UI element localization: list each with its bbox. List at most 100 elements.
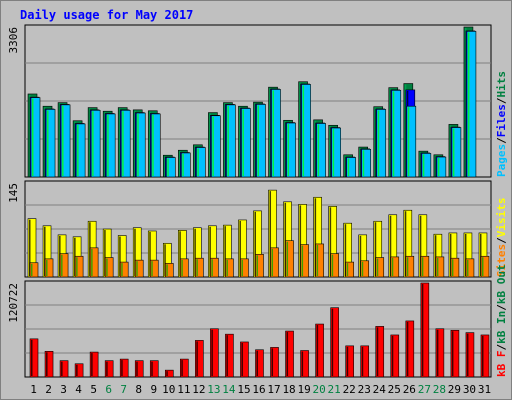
bar-highlight — [376, 327, 379, 376]
x-tick-label-9: 9 — [150, 383, 157, 396]
bar-kb-f-18 — [285, 330, 294, 378]
x-tick-label-12: 12 — [192, 383, 205, 396]
bar-highlight — [256, 350, 258, 376]
bar-kb-f-4 — [74, 363, 84, 378]
bar-highlight — [136, 361, 138, 376]
legend-entry-kb-in: kB In — [495, 311, 508, 344]
legend-entry-visits: Visits — [495, 198, 508, 238]
bar-highlight — [77, 124, 79, 176]
bar-pages-28 — [436, 156, 447, 178]
bar-kb-f-6 — [104, 360, 114, 378]
bar-highlight — [31, 339, 33, 376]
bar-highlight — [239, 220, 241, 276]
bar-highlight — [62, 105, 64, 176]
bar-sites-29 — [450, 257, 460, 278]
bar-highlight — [464, 233, 467, 276]
bar-highlight — [182, 153, 184, 176]
bar-highlight — [181, 259, 183, 276]
x-tick-label-15: 15 — [237, 383, 250, 396]
bar-pages-22 — [346, 157, 356, 178]
bar-sites-22 — [345, 261, 354, 278]
bar-highlight — [107, 114, 109, 176]
bar-highlight — [152, 114, 154, 176]
bar-highlight — [91, 353, 93, 376]
bar-sites-6 — [104, 257, 114, 278]
bar-highlight — [29, 219, 31, 276]
bar-highlight — [92, 111, 94, 176]
x-tick-label-21: 21 — [328, 383, 341, 396]
bar-highlight — [392, 91, 395, 176]
bar-highlight — [271, 348, 274, 376]
bar-highlight — [257, 105, 259, 176]
bar-sites-26 — [405, 255, 415, 278]
bar-highlight — [359, 235, 362, 276]
bar-highlight — [226, 335, 228, 376]
bar-pages-23 — [361, 149, 372, 178]
x-tick-label-23: 23 — [358, 383, 371, 396]
bar-highlight — [76, 257, 78, 276]
bar-highlight — [121, 360, 123, 376]
bar-highlight — [346, 263, 349, 276]
bar-highlight — [362, 150, 365, 176]
bar-sites-27 — [420, 255, 430, 278]
bar-sites-4 — [74, 255, 84, 278]
legend-entry-pages: Pages — [495, 144, 508, 177]
bar-pages-2 — [45, 109, 56, 178]
x-tick-label-2: 2 — [45, 383, 52, 396]
bar-pages-26 — [406, 105, 417, 178]
bar-highlight — [451, 331, 454, 376]
legend-separator: / — [495, 237, 508, 244]
bar-highlight — [467, 32, 470, 177]
bar-kb-f-20 — [315, 323, 324, 378]
bar-kb-f-19 — [300, 350, 309, 378]
x-tick-label-25: 25 — [388, 383, 401, 396]
bar-highlight — [166, 264, 168, 276]
bar-sites-18 — [285, 240, 294, 278]
bar-highlight — [61, 254, 63, 276]
ymax-label-middle: 145 — [7, 183, 20, 203]
bar-kb-f-12 — [195, 340, 204, 378]
bar-highlight — [269, 191, 272, 276]
bar-highlight — [344, 224, 347, 276]
bar-highlight — [256, 255, 258, 276]
x-tick-label-31: 31 — [478, 383, 491, 396]
legend-separator: / — [495, 344, 508, 351]
bar-highlight — [287, 124, 290, 176]
bar-sites-24 — [375, 257, 385, 278]
bar-sites-19 — [300, 244, 309, 278]
bar-highlight — [332, 128, 335, 176]
bar-kb-f-3 — [59, 360, 69, 378]
bar-sites-31 — [480, 255, 490, 278]
bar-pages-16 — [256, 104, 266, 178]
legend-entry-kb-out: kB Out — [495, 264, 508, 304]
bar-highlight — [151, 261, 153, 276]
bar-highlight — [466, 259, 469, 276]
bar-sites-3 — [59, 253, 69, 278]
bar-kb-f-29 — [450, 329, 460, 378]
bar-pages-27 — [421, 153, 432, 178]
legend-middle: Sites/Visits — [495, 198, 508, 278]
bar-highlight — [44, 226, 46, 276]
bar-pages-1 — [30, 97, 41, 178]
bar-pages-29 — [451, 127, 462, 178]
bar-sites-1 — [29, 262, 39, 278]
bar-highlight — [167, 158, 169, 176]
bar-highlight — [194, 228, 196, 276]
bar-highlight — [406, 257, 409, 276]
bar-sites-28 — [435, 256, 445, 278]
bar-highlight — [317, 124, 320, 176]
bar-kb-f-7 — [119, 358, 129, 378]
legend-entry-hits: Hits — [495, 71, 508, 98]
bar-highlight — [481, 257, 484, 276]
x-tick-label-26: 26 — [403, 383, 416, 396]
bar-highlight — [119, 236, 121, 276]
bar-highlight — [449, 233, 452, 276]
x-tick-label-13: 13 — [207, 383, 220, 396]
x-tick-label-5: 5 — [90, 383, 97, 396]
bar-highlight — [301, 245, 304, 276]
bar-highlight — [242, 109, 244, 176]
bar-highlight — [61, 361, 63, 376]
x-tick-label-14: 14 — [222, 383, 236, 396]
bar-highlight — [32, 98, 34, 176]
